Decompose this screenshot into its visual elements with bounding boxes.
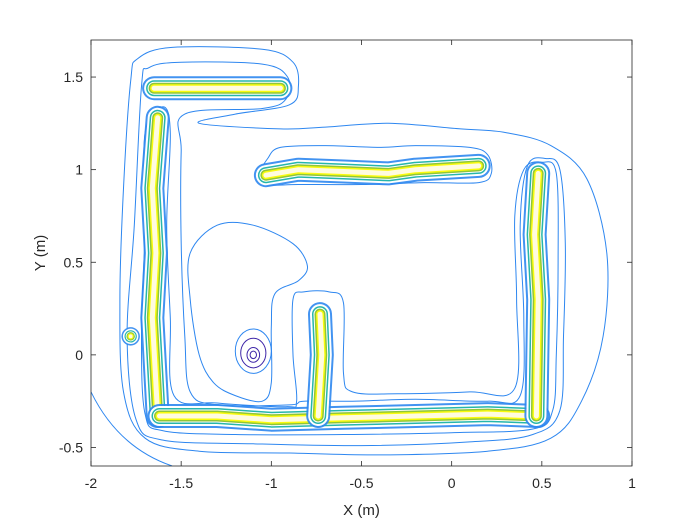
- x-tick-label: 0.5: [532, 475, 552, 491]
- x-tick-label: -1.5: [169, 475, 193, 491]
- contour-line: [249, 350, 258, 360]
- wall-right-column: [532, 170, 541, 419]
- x-tick-label: -0.5: [349, 475, 373, 491]
- y-tick-label: -0.5: [59, 439, 83, 455]
- wall-left-column: [149, 115, 161, 419]
- contour-line: [234, 328, 272, 374]
- contour-line: [246, 346, 261, 363]
- y-axis-label: Y (m): [32, 235, 49, 271]
- contour-lines: [91, 46, 609, 466]
- wall-highlights: [121, 76, 551, 432]
- contour-line: [91, 391, 173, 466]
- wall-top-bar: [263, 163, 482, 178]
- x-tick-label: 0: [448, 475, 456, 491]
- x-tick-label: -1: [265, 475, 278, 491]
- x-tick-label: 1: [628, 475, 636, 491]
- contour-line: [187, 221, 308, 403]
- y-tick-label: 1.5: [64, 69, 84, 85]
- axes: -2 -1.5 -1 -0.5 0 0.5 1 -0.5 0 0.5 1 1.5: [59, 39, 636, 491]
- contour-line: [119, 46, 609, 456]
- y-tick-label: 1: [75, 162, 83, 178]
- wall-bottom-bar: [157, 411, 541, 423]
- contour-line: [240, 337, 267, 369]
- wall-dot: [128, 334, 133, 339]
- y-tick-label: 0.5: [64, 254, 84, 270]
- wall-middle-column: [315, 311, 325, 419]
- contour-line: [126, 61, 566, 447]
- y-tick-label: 0: [75, 347, 83, 363]
- x-axis-label: X (m): [343, 502, 380, 519]
- contour-line: [140, 106, 559, 436]
- x-tick-label: -2: [85, 475, 98, 491]
